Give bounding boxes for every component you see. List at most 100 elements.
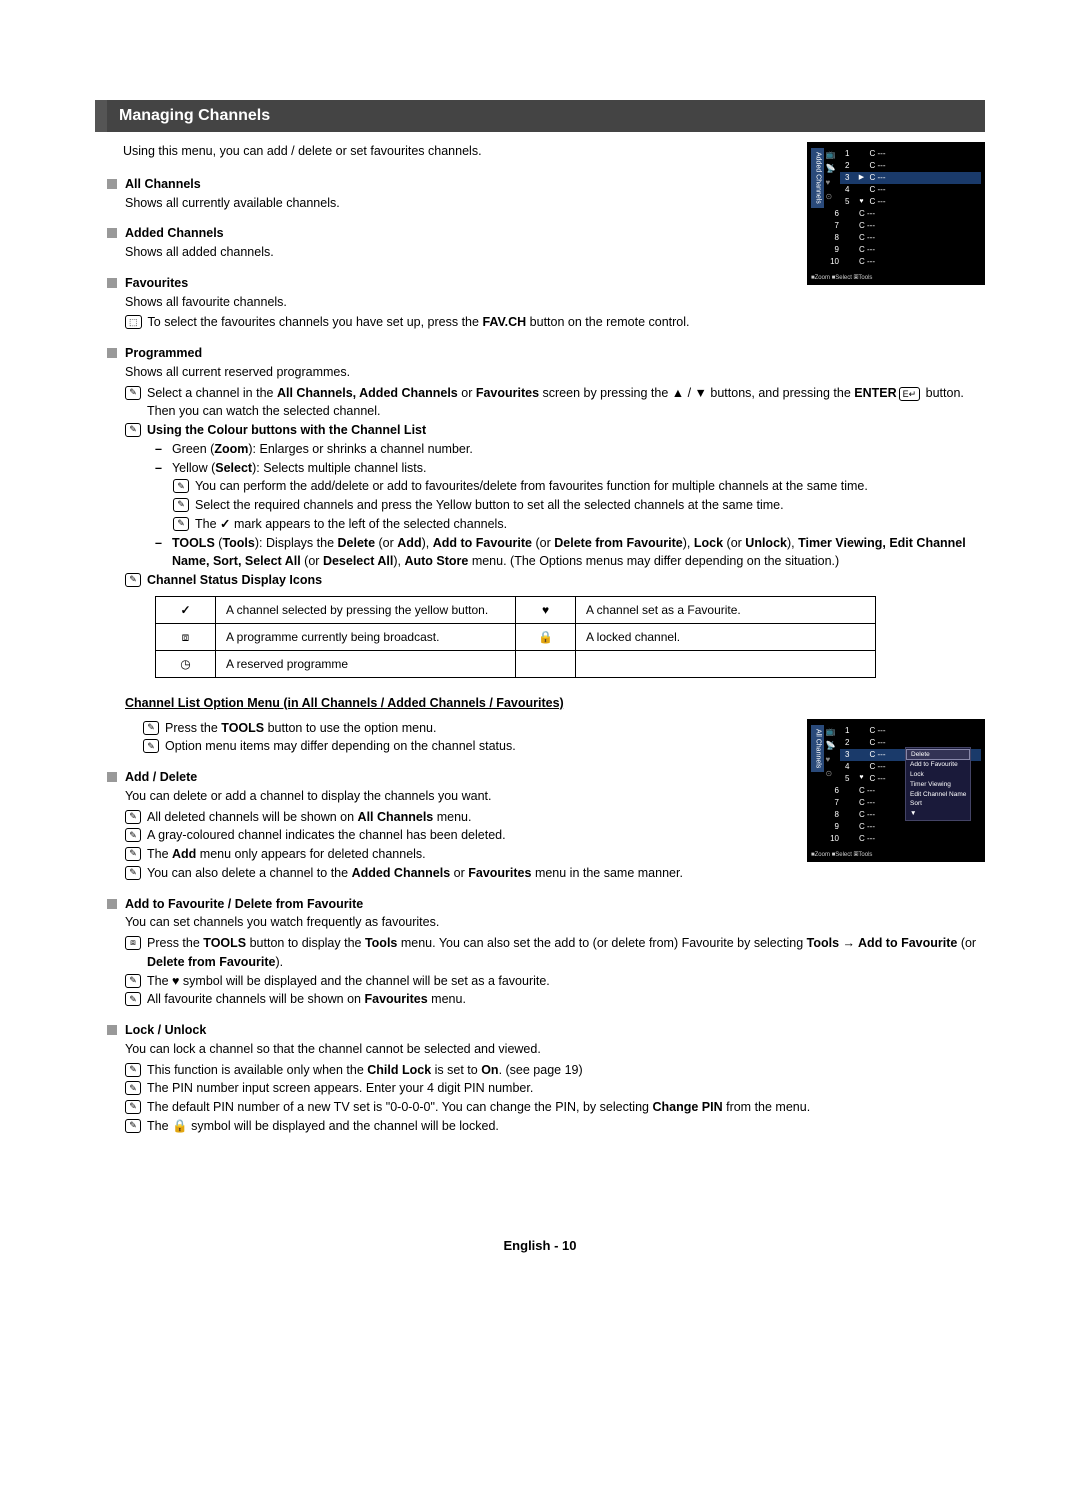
enter-icon: E↵ bbox=[899, 387, 921, 401]
note-line: ✎The ✓ mark appears to the left of the s… bbox=[173, 515, 985, 534]
remote-icon: ⬚ bbox=[125, 315, 142, 329]
tv-side-icon: ⊙ bbox=[826, 190, 840, 204]
dash-item: –TOOLS (Tools): Displays the Delete (or … bbox=[155, 534, 985, 572]
sec-title: Add / Delete bbox=[125, 768, 197, 787]
table-cell-empty bbox=[516, 650, 576, 677]
bullet-icon bbox=[107, 772, 117, 782]
tv-tab-label: All Channels bbox=[811, 725, 824, 772]
tv-side-icon: ⊙ bbox=[826, 767, 840, 781]
lock-icon: 🔒 bbox=[172, 1119, 188, 1133]
section-favourites: Favourites bbox=[107, 274, 795, 293]
bullet-icon bbox=[107, 278, 117, 288]
tv-side-icon: ♥ bbox=[826, 753, 840, 767]
table-cell: A channel selected by pressing the yello… bbox=[216, 596, 516, 623]
dash-item: –Green (Zoom): Enlarges or shrinks a cha… bbox=[155, 440, 985, 459]
bullet-icon bbox=[107, 348, 117, 358]
tv-channel-row: 1C --- bbox=[840, 148, 982, 160]
sec-title: Lock / Unlock bbox=[125, 1021, 206, 1040]
tv-side-icon: ♥ bbox=[826, 176, 840, 190]
subsection-title: Channel List Option Menu (in All Channel… bbox=[125, 694, 985, 713]
section-lock-unlock: Lock / Unlock bbox=[107, 1021, 985, 1040]
tv-channel-row: 5♥C --- bbox=[840, 196, 982, 208]
lock-icon: 🔒 bbox=[516, 623, 576, 650]
note-line: ⬚To select the favourites channels you h… bbox=[125, 313, 985, 332]
note-icon: ✎ bbox=[173, 517, 189, 531]
note-line: ✎This function is available only when th… bbox=[125, 1061, 985, 1080]
note-line: ✎A gray-coloured channel indicates the c… bbox=[125, 826, 795, 845]
bullet-icon bbox=[107, 179, 117, 189]
table-cell-empty bbox=[576, 650, 876, 677]
note-line: ✎Select the required channels and press … bbox=[173, 496, 985, 515]
note-line: ✎All deleted channels will be shown on A… bbox=[125, 808, 795, 827]
note-icon: ✎ bbox=[125, 1100, 141, 1114]
sec-body: Shows all current reserved programmes. bbox=[125, 363, 985, 382]
note-icon: ✎ bbox=[125, 573, 141, 587]
tv-screenshot-added-channels: Added Channels 📺 📡 ♥ ⊙ 1C ---2C ---3▶C -… bbox=[807, 142, 985, 285]
sec-body: You can set channels you watch frequentl… bbox=[125, 913, 985, 932]
status-icons-table: ✓ A channel selected by pressing the yel… bbox=[155, 596, 985, 678]
tv-channel-row: 10C --- bbox=[829, 833, 981, 845]
sec-body: You can lock a channel so that the chann… bbox=[125, 1040, 985, 1059]
tv-channel-row: 9C --- bbox=[829, 244, 981, 256]
note-line: ✎All favourite channels will be shown on… bbox=[125, 990, 985, 1009]
check-icon: ✓ bbox=[220, 517, 230, 531]
tv-footer: ■Zoom ■Select 🞖Tools bbox=[807, 849, 985, 862]
note-line: ✎The PIN number input screen appears. En… bbox=[125, 1079, 985, 1098]
note-icon: ✎ bbox=[125, 386, 141, 400]
note-icon: ✎ bbox=[173, 479, 189, 493]
sec-title: Programmed bbox=[125, 344, 202, 363]
clock-icon: ◷ bbox=[156, 650, 216, 677]
context-menu: DeleteAdd to FavouriteLockTimer ViewingE… bbox=[905, 747, 971, 821]
table-cell: A programme currently being broadcast. bbox=[216, 623, 516, 650]
section-programmed: Programmed bbox=[107, 344, 985, 363]
sec-title: Favourites bbox=[125, 274, 188, 293]
note-line: ✎Select a channel in the All Channels, A… bbox=[125, 384, 985, 422]
note-icon: ✎ bbox=[125, 974, 141, 988]
note-line: ✎You can perform the add/delete or add t… bbox=[173, 477, 985, 496]
note-line: ✎You can also delete a channel to the Ad… bbox=[125, 864, 795, 883]
context-menu-item: Timer Viewing bbox=[906, 780, 970, 790]
note-icon: ✎ bbox=[125, 810, 141, 824]
tv-channel-row: 4C --- bbox=[840, 184, 982, 196]
bullet-icon bbox=[107, 899, 117, 909]
section-add-favourite: Add to Favourite / Delete from Favourite bbox=[107, 895, 985, 914]
bullet-icon bbox=[107, 1025, 117, 1035]
tv-side-icon: 📡 bbox=[826, 162, 840, 176]
note-line: ✎The default PIN number of a new TV set … bbox=[125, 1098, 985, 1117]
section-all-channels: All Channels bbox=[107, 175, 795, 194]
heart-icon: ♥ bbox=[516, 596, 576, 623]
check-icon: ✓ bbox=[156, 596, 216, 623]
note-line: ✎The 🔒 symbol will be displayed and the … bbox=[125, 1117, 985, 1136]
tv-footer: ■Zoom ■Select 🞖Tools bbox=[807, 272, 985, 285]
tv-channel-row: 1C --- bbox=[840, 725, 982, 737]
tv-channel-row: 6C --- bbox=[829, 208, 981, 220]
note-line: ✎The ♥ symbol will be displayed and the … bbox=[125, 972, 985, 991]
tv-side-icon: 📺 bbox=[826, 725, 840, 739]
table-cell: A locked channel. bbox=[576, 623, 876, 650]
tv-channel-row: 2C --- bbox=[840, 160, 982, 172]
note-icon: ✎ bbox=[125, 1119, 141, 1133]
tv-channel-row: 8C --- bbox=[829, 232, 981, 244]
table-cell: A channel set as a Favourite. bbox=[576, 596, 876, 623]
section-add-delete: Add / Delete bbox=[107, 768, 795, 787]
page-footer: English - 10 bbox=[95, 1236, 985, 1256]
section-header: Managing Channels bbox=[95, 100, 985, 132]
note-line: ✎Channel Status Display Icons bbox=[125, 571, 985, 590]
note-icon: ✎ bbox=[125, 866, 141, 880]
context-menu-item: ▼ bbox=[906, 809, 970, 819]
tv-icon: ⧈ bbox=[156, 623, 216, 650]
sec-title: Added Channels bbox=[125, 224, 224, 243]
tv-side-icon: 📡 bbox=[826, 739, 840, 753]
context-menu-item: Lock bbox=[906, 770, 970, 780]
context-menu-item: Edit Channel Name bbox=[906, 790, 970, 800]
tv-tab-label: Added Channels bbox=[811, 148, 824, 208]
context-menu-item: Sort bbox=[906, 799, 970, 809]
tv-channel-row: 9C --- bbox=[829, 821, 981, 833]
table-cell: A reserved programme bbox=[216, 650, 516, 677]
note-icon: ✎ bbox=[125, 828, 141, 842]
note-line: ✎Option menu items may differ depending … bbox=[143, 737, 795, 756]
note-icon: ✎ bbox=[125, 423, 141, 437]
tv-channel-row: 7C --- bbox=[829, 220, 981, 232]
note-line: ✎The Add menu only appears for deleted c… bbox=[125, 845, 795, 864]
note-icon: ✎ bbox=[143, 721, 159, 735]
